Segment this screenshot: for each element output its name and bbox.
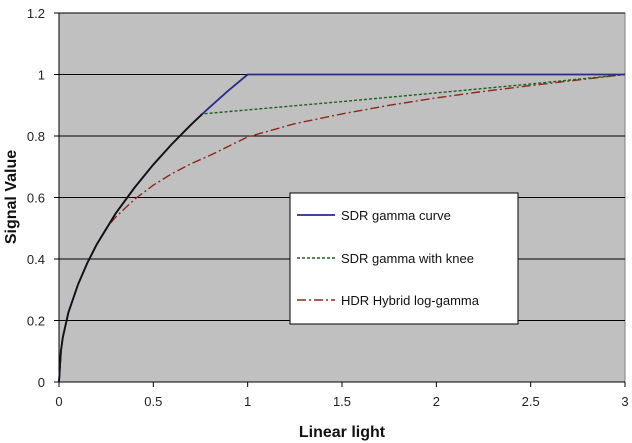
y-tick-label: 1 (38, 68, 45, 83)
axes (58, 13, 625, 383)
y-tick-label: 0 (38, 375, 45, 390)
x-tick-label: 3 (621, 394, 628, 409)
x-tick-label: 1 (244, 394, 251, 409)
y-tick-label: 0.8 (27, 129, 45, 144)
x-tick-label: 1.5 (333, 394, 351, 409)
shared-curve-segment (58, 113, 204, 383)
x-tick-label: 2 (433, 394, 440, 409)
y-tick-label: 0.6 (27, 191, 45, 206)
x-tick-labels: 0 0.5 1 1.5 2 2.5 3 (55, 394, 628, 409)
series-lines (58, 73, 626, 383)
legend-label-hdr-hlg: HDR Hybrid log-gamma (341, 293, 480, 308)
x-tick-label: 2.5 (522, 394, 540, 409)
x-axis-title: Linear light (299, 424, 386, 441)
y-tick-label: 1.2 (27, 6, 45, 21)
x-tick-label: 0.5 (144, 394, 162, 409)
y-tick-labels: 0 0.2 0.4 0.6 0.8 1 1.2 (27, 6, 45, 390)
y-axis-title: Signal Value (3, 150, 20, 244)
legend: SDR gamma curve SDR gamma with knee HDR … (289, 192, 519, 325)
y-tick-label: 0.4 (27, 252, 45, 267)
y-tick-label: 0.2 (27, 314, 45, 329)
legend-label-sdr-gamma: SDR gamma curve (341, 208, 451, 223)
x-tick-label: 0 (55, 394, 62, 409)
legend-label-sdr-knee: SDR gamma with knee (341, 251, 474, 266)
